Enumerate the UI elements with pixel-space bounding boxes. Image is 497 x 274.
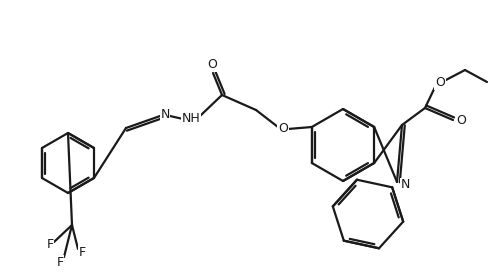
Text: O: O	[278, 121, 288, 135]
Text: N: N	[161, 107, 169, 121]
Text: N: N	[400, 178, 410, 192]
Text: O: O	[456, 115, 466, 127]
Text: O: O	[207, 59, 217, 72]
Text: F: F	[46, 238, 54, 252]
Text: F: F	[79, 246, 85, 258]
Text: NH: NH	[181, 112, 200, 124]
Text: O: O	[435, 76, 445, 90]
Text: F: F	[57, 255, 64, 269]
